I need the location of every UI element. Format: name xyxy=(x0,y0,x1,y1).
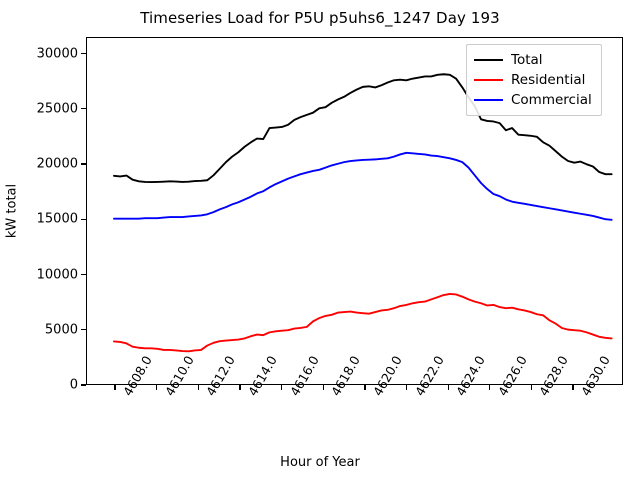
y-tick-label: 0 xyxy=(69,377,78,393)
series-line-total xyxy=(113,73,613,184)
y-tick-label: 25000 xyxy=(36,101,78,117)
series-line-commercial xyxy=(113,151,613,221)
x-axis-label: Hour of Year xyxy=(280,455,360,470)
x-tick-mark xyxy=(114,385,116,390)
x-tick-mark xyxy=(281,385,283,390)
x-tick-mark xyxy=(572,385,574,390)
y-tick-label: 10000 xyxy=(36,267,78,283)
legend-swatch-icon xyxy=(474,99,503,101)
x-tick-mark xyxy=(364,385,366,390)
x-tick-mark xyxy=(197,385,200,390)
x-tick-mark xyxy=(405,385,408,390)
x-tick-mark xyxy=(322,385,324,390)
x-tick-mark xyxy=(489,385,491,390)
x-tick-mark xyxy=(239,385,241,390)
legend-item-commercial[interactable]: Commercial xyxy=(474,90,592,110)
legend-label: Commercial xyxy=(511,92,592,108)
y-tick-label: 20000 xyxy=(36,156,78,172)
chart-legend: Total Residential Commercial xyxy=(466,44,602,116)
series-line-residential xyxy=(113,292,613,353)
y-tick-label: 5000 xyxy=(44,322,78,338)
plot-area xyxy=(86,37,623,385)
x-tick-mark xyxy=(530,385,533,390)
x-tick-mark xyxy=(156,385,158,390)
legend-label: Total xyxy=(511,52,543,68)
legend-item-residential[interactable]: Residential xyxy=(474,70,592,90)
legend-swatch-icon xyxy=(474,59,503,61)
y-axis-label: kW total xyxy=(4,183,20,239)
y-tick-label: 30000 xyxy=(36,46,78,62)
legend-item-total[interactable]: Total xyxy=(474,50,592,70)
x-tick-mark xyxy=(447,385,449,390)
series-canvas xyxy=(113,73,613,353)
y-tick-label: 15000 xyxy=(36,211,78,227)
legend-label: Residential xyxy=(511,72,586,88)
chart-title: Timeseries Load for P5U p5uhs6_1247 Day … xyxy=(140,9,500,27)
legend-swatch-icon xyxy=(474,79,503,81)
